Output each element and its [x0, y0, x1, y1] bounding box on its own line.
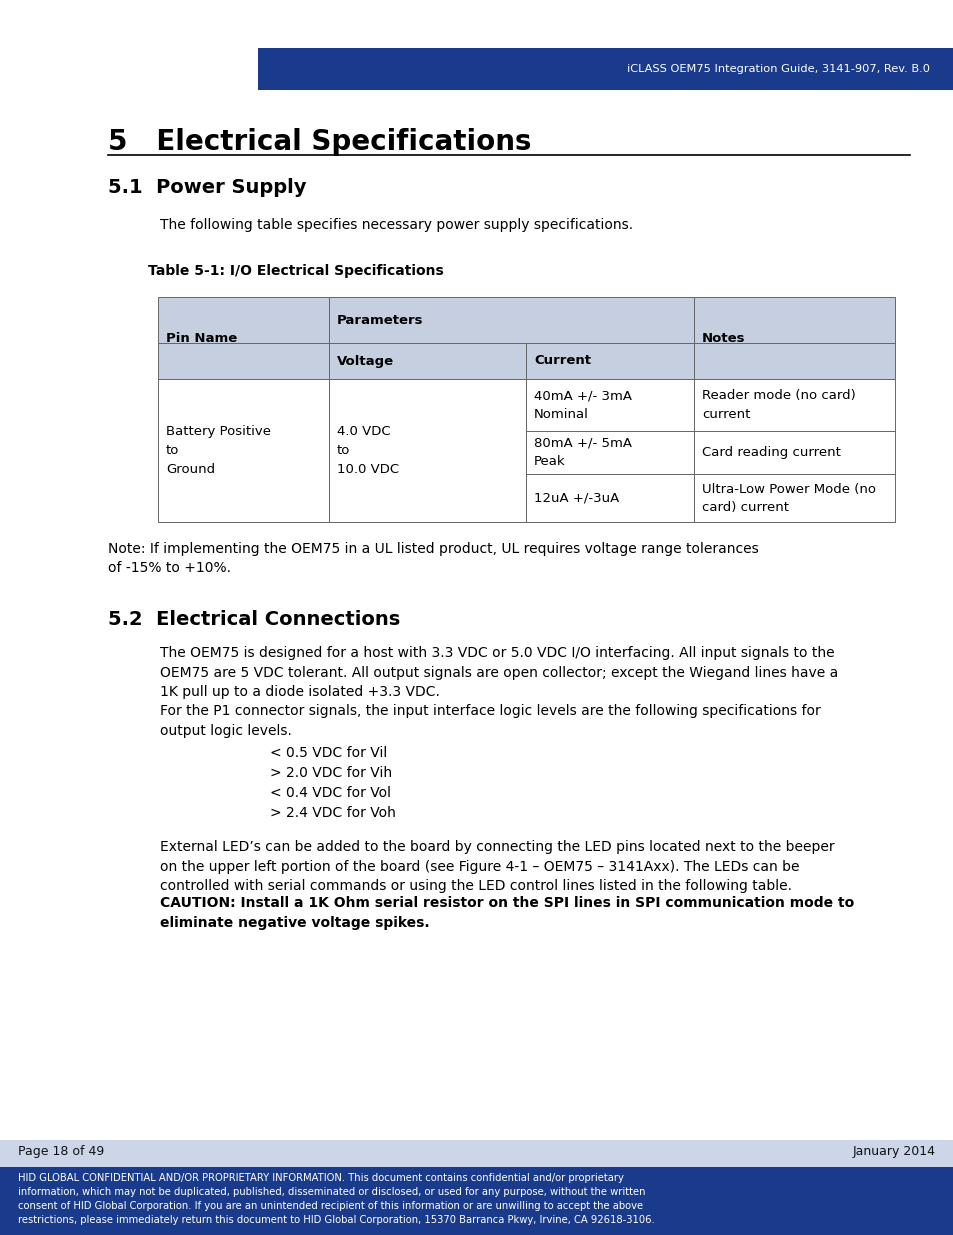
Bar: [693, 296, 894, 343]
Text: HID GLOBAL CONFIDENTIAL AND/OR PROPRIETARY INFORMATION. This document contains c: HID GLOBAL CONFIDENTIAL AND/OR PROPRIETA…: [18, 1173, 654, 1225]
Text: < 0.4 VDC for Vol: < 0.4 VDC for Vol: [270, 785, 391, 800]
Text: < 0.5 VDC for Vil: < 0.5 VDC for Vil: [270, 746, 387, 760]
Text: Pin Name: Pin Name: [166, 331, 237, 345]
Text: The OEM75 is designed for a host with 3.3 VDC or 5.0 VDC I/O interfacing. All in: The OEM75 is designed for a host with 3.…: [160, 646, 838, 699]
Text: Battery Positive
to
Ground: Battery Positive to Ground: [166, 425, 271, 475]
Text: Reader mode (no card)
current: Reader mode (no card) current: [701, 389, 855, 420]
Text: Parameters: Parameters: [336, 314, 423, 326]
Text: 80mA +/- 5mA
Peak: 80mA +/- 5mA Peak: [534, 437, 631, 468]
Text: > 2.0 VDC for Vih: > 2.0 VDC for Vih: [270, 766, 392, 781]
Text: Note: If implementing the OEM75 in a UL listed product, UL requires voltage rang: Note: If implementing the OEM75 in a UL …: [108, 542, 758, 576]
Text: iCLASS OEM75 Integration Guide, 3141-907, Rev. B.0: iCLASS OEM75 Integration Guide, 3141-907…: [626, 64, 929, 74]
Bar: [525, 431, 693, 474]
Bar: [693, 474, 894, 522]
Text: Notes: Notes: [701, 331, 744, 345]
Bar: [693, 431, 894, 474]
Bar: [525, 343, 693, 379]
Text: Current: Current: [534, 354, 590, 368]
Bar: [0, 1167, 953, 1235]
Text: Voltage: Voltage: [336, 354, 394, 368]
Bar: [158, 379, 329, 522]
Text: 40mA +/- 3mA
Nominal: 40mA +/- 3mA Nominal: [534, 389, 631, 420]
Text: Page 18 of 49: Page 18 of 49: [18, 1145, 104, 1158]
Bar: [158, 343, 329, 379]
Text: Ultra-Low Power Mode (no
card) current: Ultra-Low Power Mode (no card) current: [701, 483, 875, 514]
Text: External LED’s can be added to the board by connecting the LED pins located next: External LED’s can be added to the board…: [160, 840, 834, 893]
Bar: [158, 296, 329, 343]
Text: The following table specifies necessary power supply specifications.: The following table specifies necessary …: [160, 219, 633, 232]
Text: 12uA +/-3uA: 12uA +/-3uA: [534, 492, 618, 505]
Bar: [0, 1140, 953, 1167]
Bar: [329, 343, 525, 379]
Text: > 2.4 VDC for Voh: > 2.4 VDC for Voh: [270, 806, 395, 820]
Text: 5.1  Power Supply: 5.1 Power Supply: [108, 178, 306, 198]
Text: 5.2  Electrical Connections: 5.2 Electrical Connections: [108, 610, 400, 629]
Bar: [525, 379, 693, 431]
Text: CAUTION: Install a 1K Ohm serial resistor on the SPI lines in SPI communication : CAUTION: Install a 1K Ohm serial resisto…: [160, 897, 853, 930]
Text: 4.0 VDC
to
10.0 VDC: 4.0 VDC to 10.0 VDC: [336, 425, 398, 475]
Bar: [693, 343, 894, 379]
Bar: [329, 379, 525, 522]
Bar: [329, 296, 693, 343]
Text: 5   Electrical Specifications: 5 Electrical Specifications: [108, 128, 531, 156]
Bar: [693, 379, 894, 431]
Text: Table 5-1: I/O Electrical Specifications: Table 5-1: I/O Electrical Specifications: [148, 264, 443, 278]
Bar: [525, 474, 693, 522]
Text: Card reading current: Card reading current: [701, 446, 840, 459]
Text: For the P1 connector signals, the input interface logic levels are the following: For the P1 connector signals, the input …: [160, 704, 820, 737]
Bar: [257, 48, 953, 90]
Text: January 2014: January 2014: [852, 1145, 935, 1158]
